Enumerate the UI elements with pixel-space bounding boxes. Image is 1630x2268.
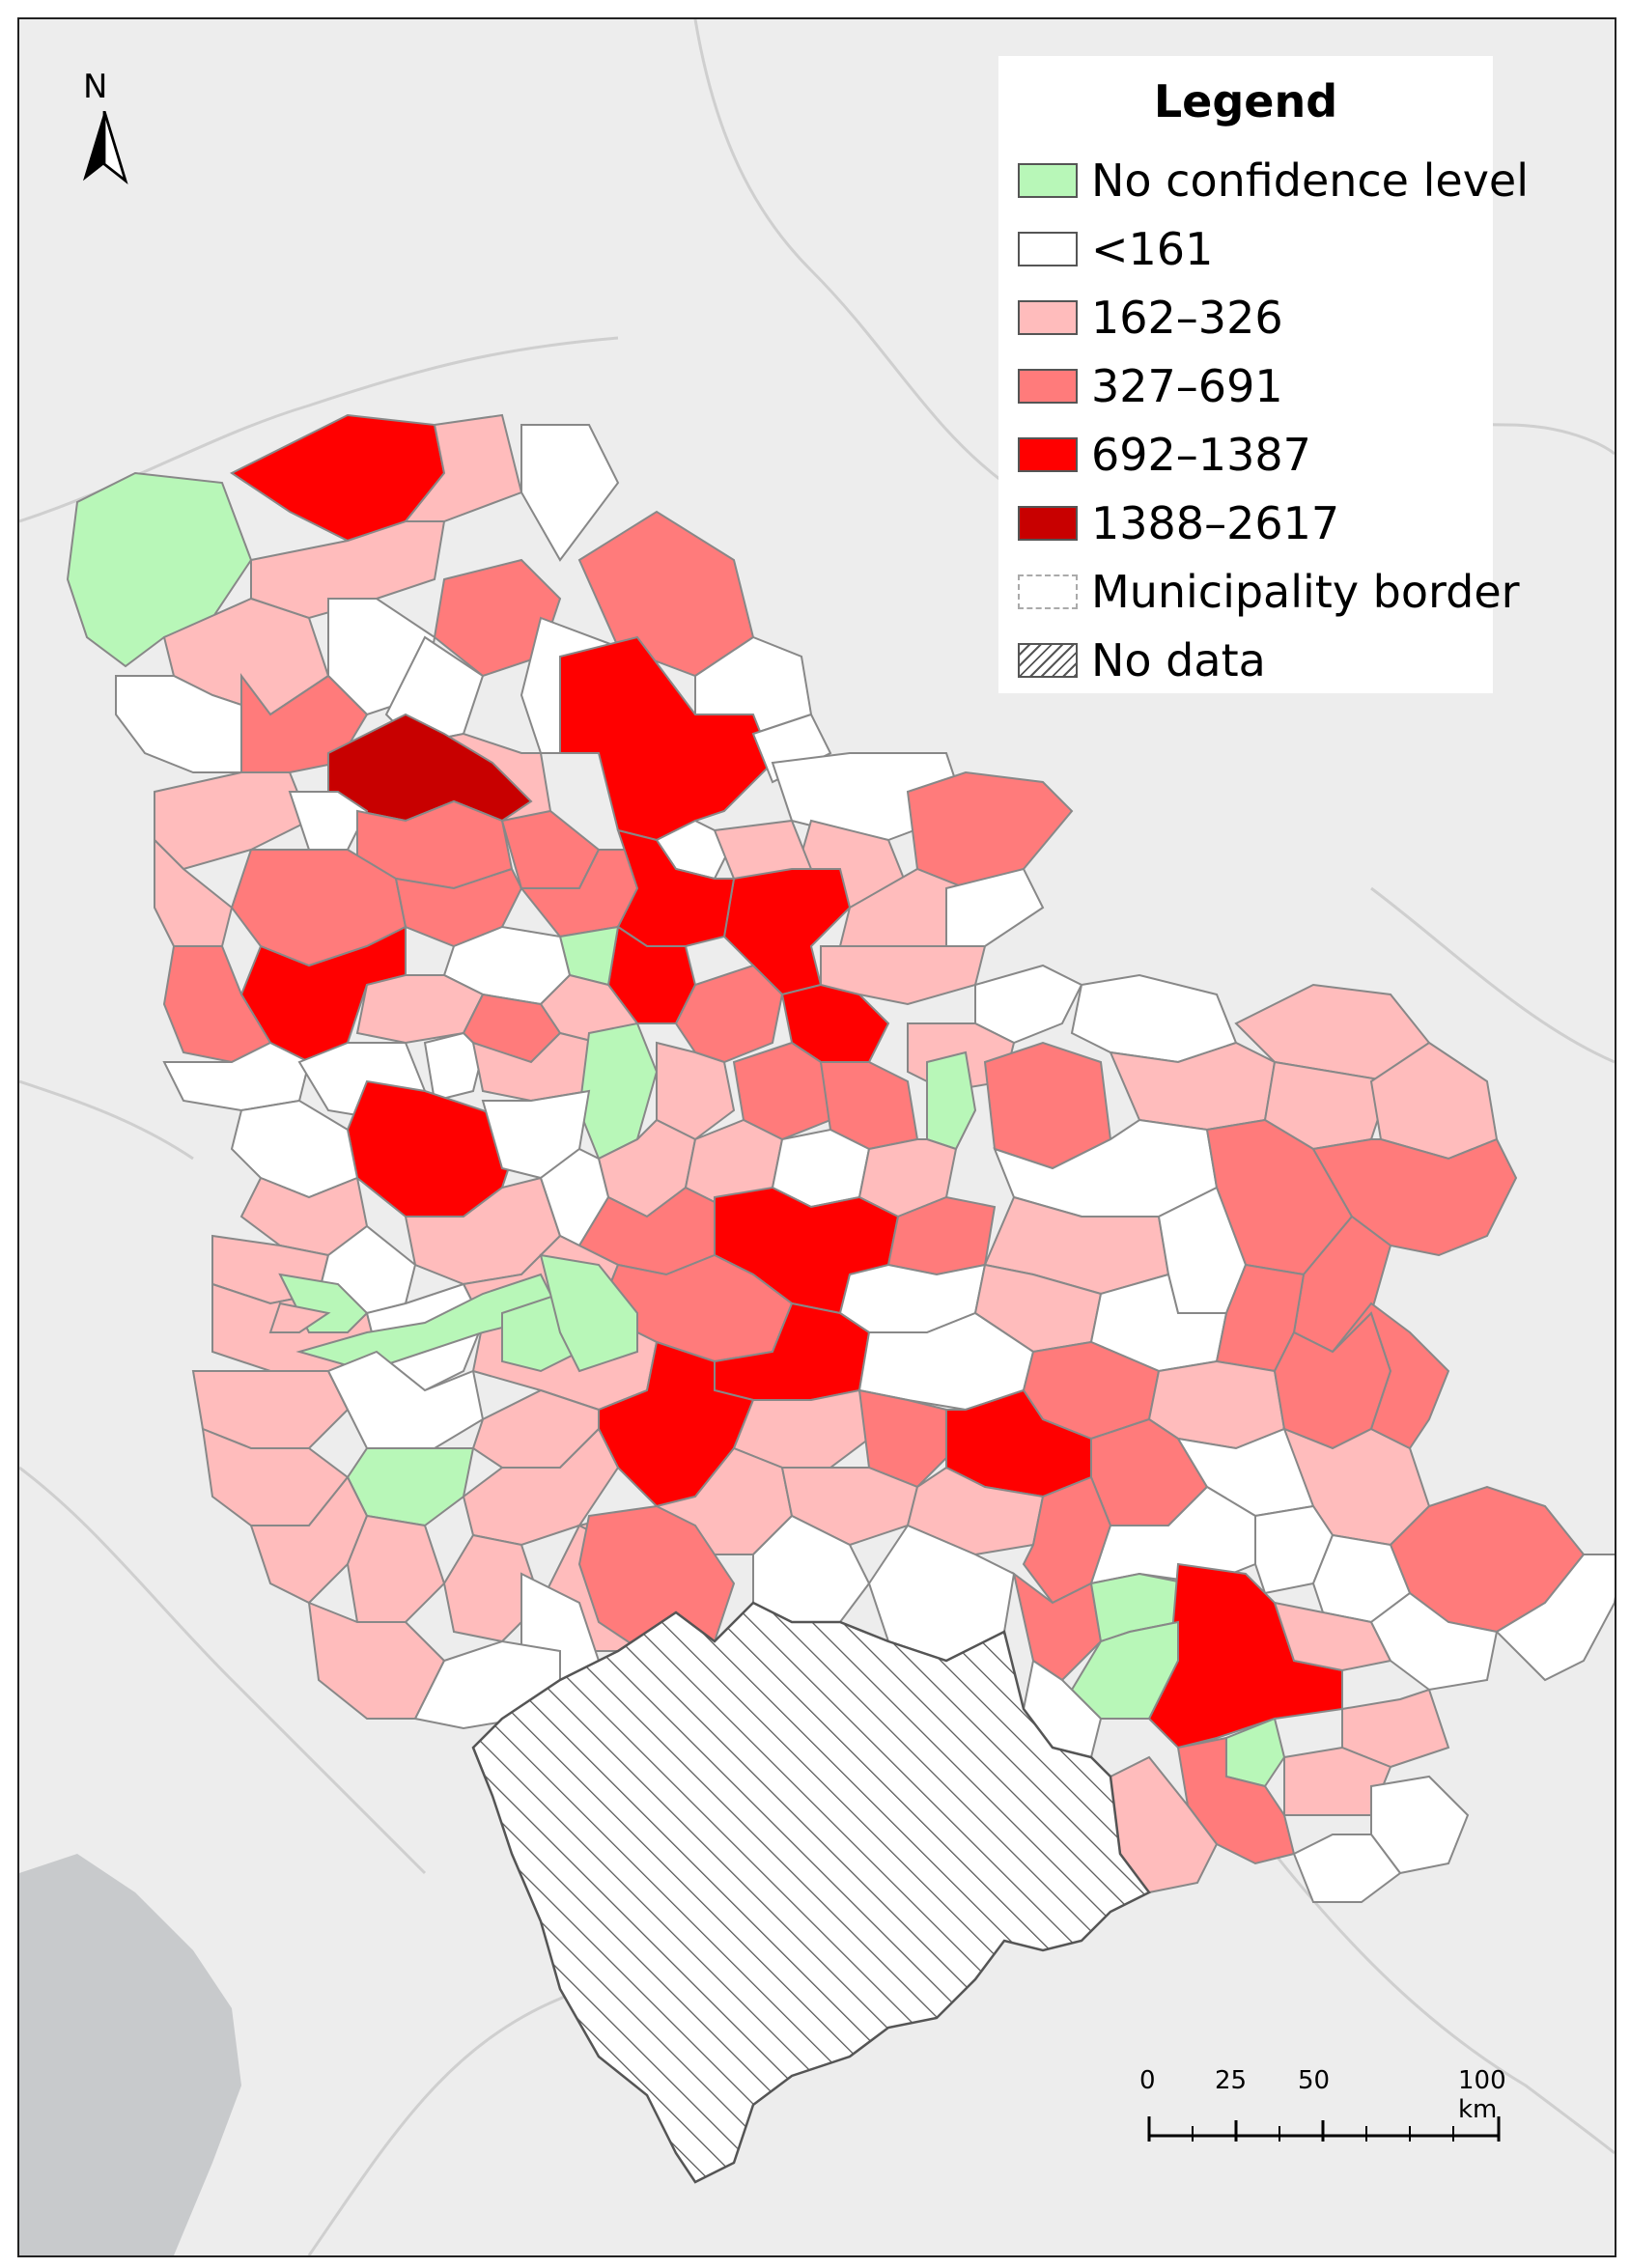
legend-swatch — [1018, 163, 1078, 198]
region-n141 — [1369, 1591, 1499, 1692]
legend-item: 1388–2617 — [1018, 497, 1340, 549]
legend-item: 162–326 — [1018, 292, 1283, 344]
legend-label: Municipality border — [1091, 566, 1520, 618]
legend-label: <161 — [1091, 223, 1214, 275]
legend-swatch — [1018, 574, 1078, 609]
region-n102 — [539, 1253, 638, 1373]
legend-label: No data — [1091, 634, 1266, 686]
scale-label-25: 25 — [1215, 2066, 1248, 2095]
legend-title: Legend — [1153, 75, 1338, 127]
north-arrow-icon — [83, 111, 128, 184]
legend-swatch — [1018, 643, 1078, 678]
north-label: N — [83, 68, 108, 106]
region-n125 — [1495, 1554, 1615, 1682]
scale-bar-ruler — [1147, 2116, 1501, 2142]
legend-item: <161 — [1018, 223, 1214, 275]
region-n32 — [394, 867, 523, 948]
legend-swatch — [1018, 506, 1078, 541]
map-frame: N Legend No confidence level <161 162–326 3… — [17, 17, 1616, 2257]
scale-label-0: 0 — [1139, 2066, 1156, 2095]
region-pancevo — [722, 868, 852, 996]
legend-item: 327–691 — [1018, 360, 1283, 412]
legend-item: Municipality border — [1018, 566, 1520, 618]
legend-item: No confidence level — [1018, 154, 1529, 207]
legend-label: 1388–2617 — [1091, 497, 1340, 549]
municipalities — [66, 413, 1615, 1903]
legend-swatch — [1018, 369, 1078, 404]
region-n49 — [162, 1041, 311, 1112]
scale-bar: 0 25 50 100 km — [1139, 2066, 1545, 2153]
region-zrenjanin — [559, 635, 774, 842]
legend-label: No confidence level — [1091, 154, 1529, 207]
neighbor-borders — [19, 19, 1615, 2255]
legend-swatch — [1018, 300, 1078, 335]
region-n58 — [926, 1050, 977, 1151]
legend-swatch — [1018, 437, 1078, 472]
region-n99 — [268, 1302, 331, 1333]
scale-label-50: 50 — [1298, 2066, 1331, 2095]
legend-label: 327–691 — [1091, 360, 1283, 412]
region-belgrade-n — [616, 828, 736, 947]
scale-label-100: 100 km — [1458, 2066, 1506, 2124]
sea-area — [19, 1854, 241, 2255]
legend-swatch — [1018, 232, 1078, 266]
legend-item: No data — [1018, 634, 1266, 686]
legend-label: 692–1387 — [1091, 429, 1311, 481]
legend-label: 162–326 — [1091, 292, 1283, 344]
region-n110 — [1332, 1302, 1450, 1450]
legend: Legend No confidence level <161 162–326 327… — [998, 56, 1529, 693]
region-n3 — [520, 424, 620, 562]
no-data-region — [471, 1601, 1151, 2184]
region-n29 — [945, 867, 1045, 947]
legend-item: 692–1387 — [1018, 429, 1311, 481]
region-n147 — [1292, 1834, 1402, 1903]
